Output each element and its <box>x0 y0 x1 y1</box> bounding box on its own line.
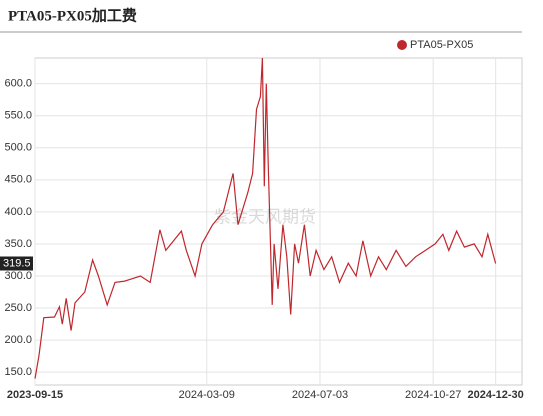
legend-label: PTA05-PX05 <box>410 39 473 51</box>
x-tick-label: 2024-12-30 <box>468 389 524 401</box>
y-tick-label: 150.0 <box>4 366 32 378</box>
y-tick-label: 300.0 <box>4 270 32 282</box>
x-tick-label: 2024-03-09 <box>179 389 235 401</box>
data-line <box>34 57 497 379</box>
last-value-box <box>0 256 33 271</box>
y-tick-label: 500.0 <box>4 142 32 154</box>
last-value-label: 319.5 <box>3 257 31 269</box>
chart-title: PTA05-PX05加工费 <box>8 6 137 24</box>
y-tick-label: 250.0 <box>4 302 32 314</box>
legend-marker <box>397 40 407 50</box>
y-tick-label: 550.0 <box>4 110 32 122</box>
x-tick-label: 2024-07-03 <box>292 389 348 401</box>
y-tick-label: 400.0 <box>4 206 32 218</box>
x-tick-label: 2023-09-15 <box>7 389 63 401</box>
y-tick-label: 450.0 <box>4 174 32 186</box>
y-tick-label: 200.0 <box>4 334 32 346</box>
y-tick-label: 350.0 <box>4 238 32 250</box>
x-tick-label: 2024-10-27 <box>405 389 461 401</box>
y-tick-label: 600.0 <box>4 78 32 90</box>
watermark: 紫金天风期货 <box>214 207 316 226</box>
